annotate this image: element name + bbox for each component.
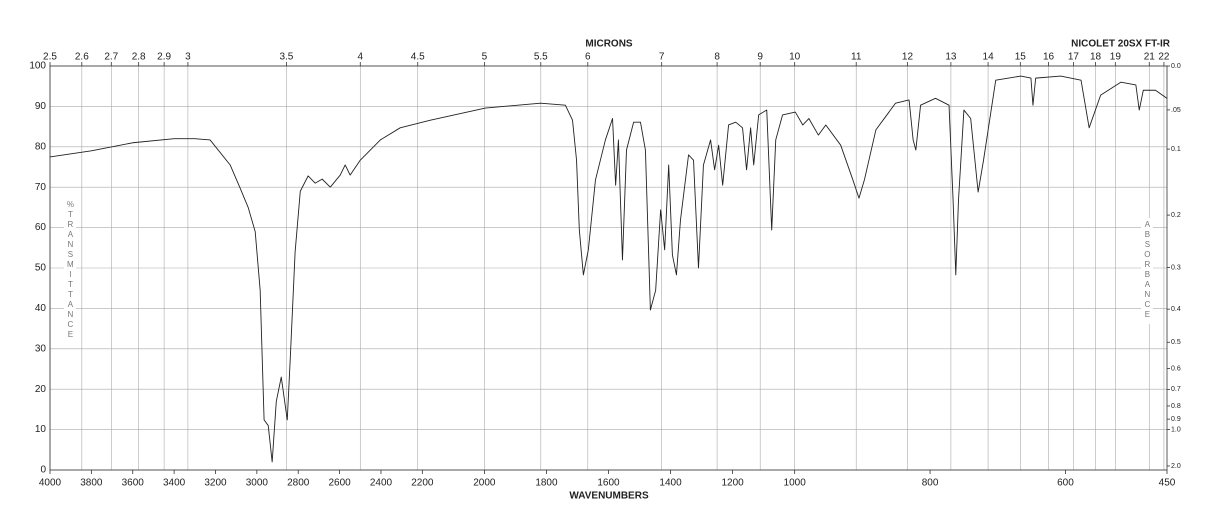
x2-tick-label: 18 bbox=[1090, 52, 1102, 63]
y-tick-label: 0 bbox=[40, 465, 46, 476]
x2-tick-label: 7 bbox=[659, 52, 665, 63]
x-tick-label: 1400 bbox=[659, 478, 682, 489]
x2-tick-label: 13 bbox=[945, 52, 957, 63]
x-tick-label: 1800 bbox=[535, 478, 558, 489]
x-tick-label: 3800 bbox=[80, 478, 103, 489]
x2-tick-label: 5.5 bbox=[534, 52, 548, 63]
x2-tick-label: 14 bbox=[983, 52, 995, 63]
x-tick-label: 2600 bbox=[328, 478, 351, 489]
x2-tick-label: 9 bbox=[757, 52, 763, 63]
x2-tick-label: 15 bbox=[1015, 52, 1027, 63]
y2-tick-label: 0.5 bbox=[1171, 339, 1181, 346]
x-tick-label: 1200 bbox=[721, 478, 744, 489]
y-tick-label: 80 bbox=[35, 141, 47, 152]
x2-tick-label: 2.9 bbox=[157, 52, 171, 63]
y-axis-title: %TRANSMITTANCE bbox=[66, 200, 75, 340]
y-tick-label: 90 bbox=[35, 101, 47, 112]
x2-tick-label: 3 bbox=[185, 52, 191, 63]
y-tick-label: 20 bbox=[35, 384, 47, 395]
x-tick-label: 3400 bbox=[163, 478, 186, 489]
x2-tick-label: 2.8 bbox=[132, 52, 146, 63]
x2-tick-label: 6 bbox=[585, 52, 591, 63]
x2-tick-label: 22 bbox=[1158, 52, 1170, 63]
x2-tick-label: 4.5 bbox=[411, 52, 425, 63]
y-tick-label: 50 bbox=[35, 263, 47, 274]
y2-tick-label: 0.2 bbox=[1171, 212, 1181, 219]
y2-tick-label: 0.7 bbox=[1171, 386, 1181, 393]
x2-tick-label: 8 bbox=[714, 52, 720, 63]
x2-tick-label: 19 bbox=[1110, 52, 1122, 63]
x2-tick-label: 3.5 bbox=[279, 52, 293, 63]
y2-title-bg bbox=[1141, 218, 1153, 324]
y2-tick-label: 0.9 bbox=[1171, 416, 1181, 423]
x-tick-label: 2200 bbox=[411, 478, 434, 489]
spectrum-line bbox=[49, 75, 1168, 463]
y2-tick-label: 0.1 bbox=[1171, 146, 1181, 153]
x-tick-label: 2400 bbox=[370, 478, 393, 489]
y-tick-label: 10 bbox=[35, 424, 47, 435]
y2-tick-label: 2.0 bbox=[1171, 463, 1181, 470]
x2-tick-label: 11 bbox=[851, 52, 862, 63]
y2-tick-label: 1.0 bbox=[1171, 426, 1181, 433]
x-tick-label: 450 bbox=[1159, 478, 1176, 489]
x-tick-label: 3000 bbox=[246, 478, 269, 489]
x-axis-title: WAVENUMBERS bbox=[569, 491, 649, 502]
x2-tick-label: 2.5 bbox=[43, 52, 57, 63]
x2-tick-label: 5 bbox=[482, 52, 488, 63]
y-tick-label: 100 bbox=[29, 61, 46, 72]
x2-tick-label: 12 bbox=[902, 52, 914, 63]
x-tick-label: 800 bbox=[922, 478, 939, 489]
y2-axis-title: ABSORBANCE bbox=[1143, 220, 1152, 320]
y2-tick-label: 0.3 bbox=[1171, 264, 1181, 271]
x-tick-label: 2000 bbox=[473, 478, 496, 489]
x2-tick-label: 2.6 bbox=[75, 52, 89, 63]
x2-axis-title: MICRONS bbox=[585, 39, 633, 50]
x-tick-label: 4000 bbox=[39, 478, 62, 489]
y-tick-label: 60 bbox=[35, 222, 47, 233]
x2-tick-label: 10 bbox=[789, 52, 801, 63]
x-tick-label: 600 bbox=[1057, 478, 1074, 489]
y-title-bg bbox=[64, 198, 76, 344]
x2-tick-label: 2.7 bbox=[104, 52, 118, 63]
x2-tick-label: 16 bbox=[1043, 52, 1055, 63]
y2-tick-label: 0.4 bbox=[1171, 306, 1181, 313]
x2-tick-label: 21 bbox=[1144, 52, 1156, 63]
x-tick-label: 3600 bbox=[122, 478, 145, 489]
x2-tick-label: 4 bbox=[357, 52, 363, 63]
x-tick-label: 2800 bbox=[287, 478, 310, 489]
x-tick-label: 1600 bbox=[597, 478, 620, 489]
y2-tick-label: 0.6 bbox=[1171, 365, 1181, 372]
x-tick-label: 1000 bbox=[784, 478, 807, 489]
y2-tick-label: .05 bbox=[1171, 107, 1181, 114]
y2-tick-label: 0.0 bbox=[1171, 63, 1181, 70]
x-tick-label: 3200 bbox=[204, 478, 227, 489]
y-tick-label: 30 bbox=[35, 343, 47, 354]
chart-title: NICOLET 20SX FT-IR bbox=[1071, 39, 1171, 50]
x2-tick-label: 17 bbox=[1068, 52, 1080, 63]
y2-tick-label: 0.8 bbox=[1171, 403, 1181, 410]
y-tick-label: 40 bbox=[35, 303, 47, 314]
y-tick-label: 70 bbox=[35, 182, 47, 193]
plot-frame bbox=[49, 65, 1168, 471]
